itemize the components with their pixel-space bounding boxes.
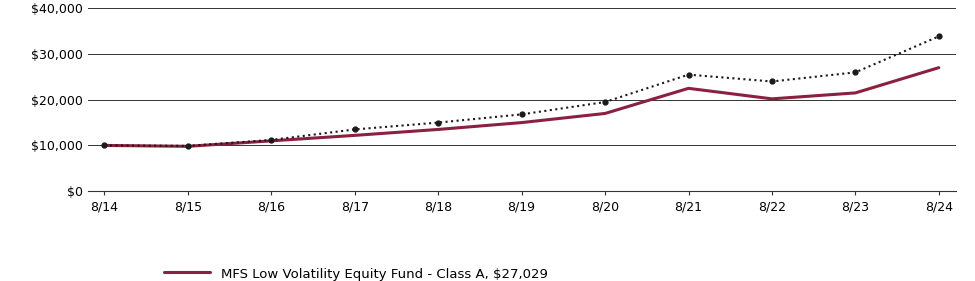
MFS Low Volatility Equity Fund - Class A, $27,029 (600, 112, 611, 115)
Standard & Poor's 500 Stock Index, $33,882 (600, 100, 611, 104)
Standard & Poor's 500 Stock Index, $33,882 (766, 80, 778, 83)
Standard & Poor's 500 Stock Index, $33,882 (933, 35, 945, 38)
MFS Low Volatility Equity Fund - Class A, $27,029 (933, 66, 945, 69)
Standard & Poor's 500 Stock Index, $33,882 (349, 128, 361, 131)
MFS Low Volatility Equity Fund - Class A, $27,029 (682, 87, 694, 90)
Legend: MFS Low Volatility Equity Fund - Class A, $27,029, Standard & Poor's 500 Stock I: MFS Low Volatility Equity Fund - Class A… (164, 267, 547, 281)
MFS Low Volatility Equity Fund - Class A, $27,029 (182, 145, 194, 148)
MFS Low Volatility Equity Fund - Class A, $27,029 (766, 97, 778, 101)
Standard & Poor's 500 Stock Index, $33,882 (682, 73, 694, 76)
MFS Low Volatility Equity Fund - Class A, $27,029 (98, 144, 110, 147)
Standard & Poor's 500 Stock Index, $33,882 (182, 144, 194, 148)
Line: Standard & Poor's 500 Stock Index, $33,882: Standard & Poor's 500 Stock Index, $33,8… (102, 34, 941, 148)
MFS Low Volatility Equity Fund - Class A, $27,029 (265, 139, 277, 142)
MFS Low Volatility Equity Fund - Class A, $27,029 (849, 91, 861, 95)
MFS Low Volatility Equity Fund - Class A, $27,029 (349, 134, 361, 137)
Standard & Poor's 500 Stock Index, $33,882 (432, 121, 444, 124)
Standard & Poor's 500 Stock Index, $33,882 (265, 138, 277, 142)
Line: MFS Low Volatility Equity Fund - Class A, $27,029: MFS Low Volatility Equity Fund - Class A… (104, 68, 939, 146)
Standard & Poor's 500 Stock Index, $33,882 (516, 113, 527, 116)
Standard & Poor's 500 Stock Index, $33,882 (849, 71, 861, 74)
Standard & Poor's 500 Stock Index, $33,882 (98, 144, 110, 147)
MFS Low Volatility Equity Fund - Class A, $27,029 (432, 128, 444, 131)
MFS Low Volatility Equity Fund - Class A, $27,029 (516, 121, 527, 124)
